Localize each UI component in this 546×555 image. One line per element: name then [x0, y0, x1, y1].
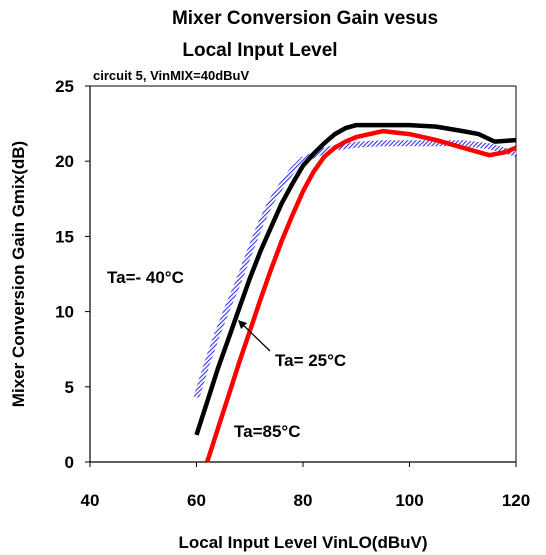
plot-area	[90, 86, 516, 462]
y-tick-label: 25	[55, 77, 74, 96]
x-tick-label: 40	[81, 491, 100, 510]
y-axis-label: Mixer Conversion Gain Gmix(dB)	[9, 141, 28, 407]
y-tick-label: 20	[55, 152, 74, 171]
chart-title-line2: Local Input Level	[182, 40, 337, 61]
series-layer	[193, 122, 517, 463]
x-tick-label: 80	[294, 491, 313, 510]
annotation-arrowhead-25c	[238, 320, 247, 329]
series-line-ta-25	[194, 122, 517, 436]
axis-ticks: 40 60 80 100 120 0 5 10 15 20 25	[55, 77, 530, 510]
annotation-ta-25: Ta= 25°C	[275, 351, 346, 370]
x-axis-label: Local Input Level VinLO(dBuV)	[178, 533, 427, 552]
y-tick-label: 0	[65, 453, 74, 472]
annotation-leader-25c	[238, 320, 271, 352]
y-tick-label: 5	[65, 378, 74, 397]
annotation-ta-minus40: Ta=- 40°C	[107, 268, 184, 287]
annotation-ta-85: Ta=85°C	[234, 422, 301, 441]
y-tick-label: 15	[55, 227, 74, 246]
x-tick-label: 60	[187, 491, 206, 510]
y-tick-label: 10	[55, 303, 74, 322]
x-tick-label: 100	[395, 491, 423, 510]
series-line-ta-85	[205, 128, 517, 463]
x-tick-label: 120	[502, 491, 530, 510]
chart-subtitle: circuit 5, VinMIX=40dBuV	[93, 68, 250, 83]
chart-title-line1: Mixer Conversion Gain vesus	[172, 8, 438, 29]
